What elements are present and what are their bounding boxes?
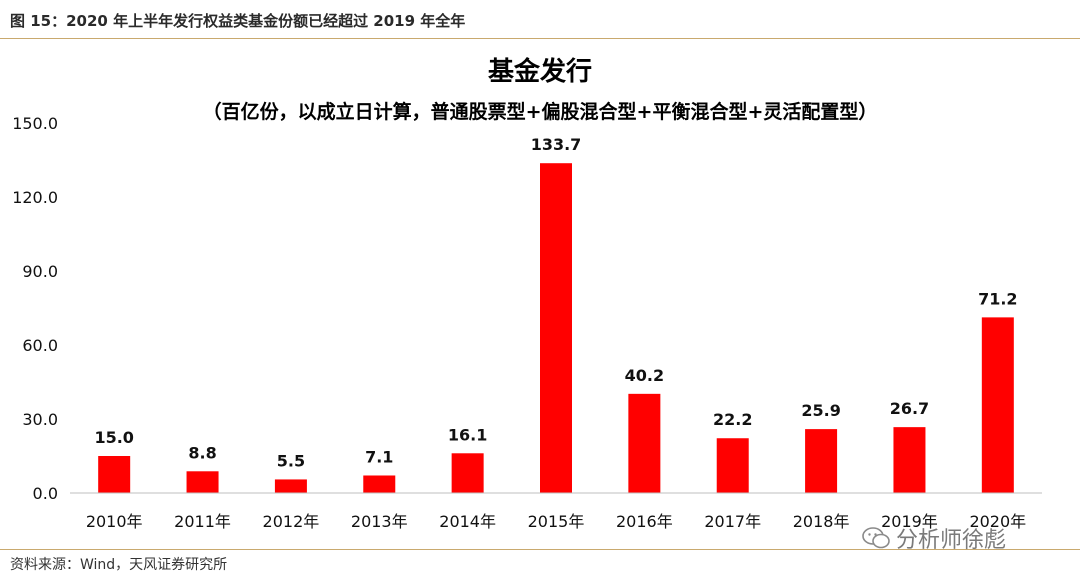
data-label: 133.7	[531, 135, 582, 154]
bar	[716, 438, 749, 493]
y-tick-label: 120.0	[12, 188, 58, 207]
chart-title: 基金发行	[488, 56, 592, 87]
data-label: 5.5	[277, 451, 305, 470]
data-label: 71.2	[978, 289, 1017, 308]
y-tick-label: 90.0	[22, 262, 58, 281]
x-tick-label: 2011年	[174, 512, 231, 531]
watermark-text: 分析师徐彪	[896, 528, 1007, 553]
bottom-divider	[0, 549, 1080, 550]
y-tick-label: 0.0	[33, 484, 58, 503]
y-tick-label: 150.0	[12, 114, 58, 133]
y-axis: 0.0 30.0 60.0 90.0 120.0 150.0	[12, 114, 58, 503]
x-tick-label: 2016年	[616, 512, 673, 531]
bar	[98, 456, 131, 493]
bar	[628, 393, 661, 493]
y-tick-label: 30.0	[22, 410, 58, 429]
watermark: 分析师徐彪	[862, 522, 1006, 554]
bar	[805, 429, 838, 493]
bar	[451, 453, 484, 493]
data-label: 25.9	[801, 401, 840, 420]
x-tick-label: 2014年	[439, 512, 496, 531]
y-tick-label: 60.0	[22, 336, 58, 355]
source-note: 资料来源：Wind，天风证券研究所	[10, 557, 228, 573]
bar-chart: 基金发行 （百亿份，以成立日计算，普通股票型+偏股混合型+平衡混合型+灵活配置型…	[12, 56, 1042, 531]
data-label: 40.2	[625, 366, 664, 385]
x-tick-label: 2017年	[704, 512, 761, 531]
bar-series	[98, 163, 1014, 493]
data-label: 22.2	[713, 410, 752, 429]
data-label: 15.0	[94, 428, 133, 447]
x-tick-label: 2019年	[881, 512, 938, 531]
bar	[186, 471, 219, 493]
figure-caption: 图 15：2020 年上半年发行权益类基金份额已经超过 2019 年全年	[10, 12, 466, 30]
x-tick-label: 2013年	[351, 512, 408, 531]
x-tick-label: 2018年	[793, 512, 850, 531]
chart-subtitle: （百亿份，以成立日计算，普通股票型+偏股混合型+平衡混合型+灵活配置型）	[203, 100, 878, 123]
data-labels: 15.0 8.8 5.5 7.1 16.1 133.7 40.2 22.2 25.9 26.7 71…	[94, 135, 1017, 470]
data-label: 7.1	[365, 447, 393, 466]
bar	[981, 317, 1014, 493]
x-axis: 2010年 2011年 2012年 2013年 2014年 2015年 2016年 2017年…	[70, 492, 1042, 531]
data-label: 26.7	[890, 399, 929, 418]
bar	[274, 479, 307, 493]
data-label: 16.1	[448, 425, 487, 444]
x-tick-label: 2012年	[263, 512, 320, 531]
x-tick-label: 2015年	[528, 512, 585, 531]
top-divider	[0, 38, 1080, 39]
bar	[363, 475, 396, 493]
data-label: 8.8	[188, 443, 216, 462]
bar	[540, 163, 572, 493]
wechat-icon	[862, 527, 890, 549]
x-tick-label: 2010年	[86, 512, 143, 531]
bar	[893, 427, 926, 493]
x-tick-label: 2020年	[969, 512, 1026, 531]
